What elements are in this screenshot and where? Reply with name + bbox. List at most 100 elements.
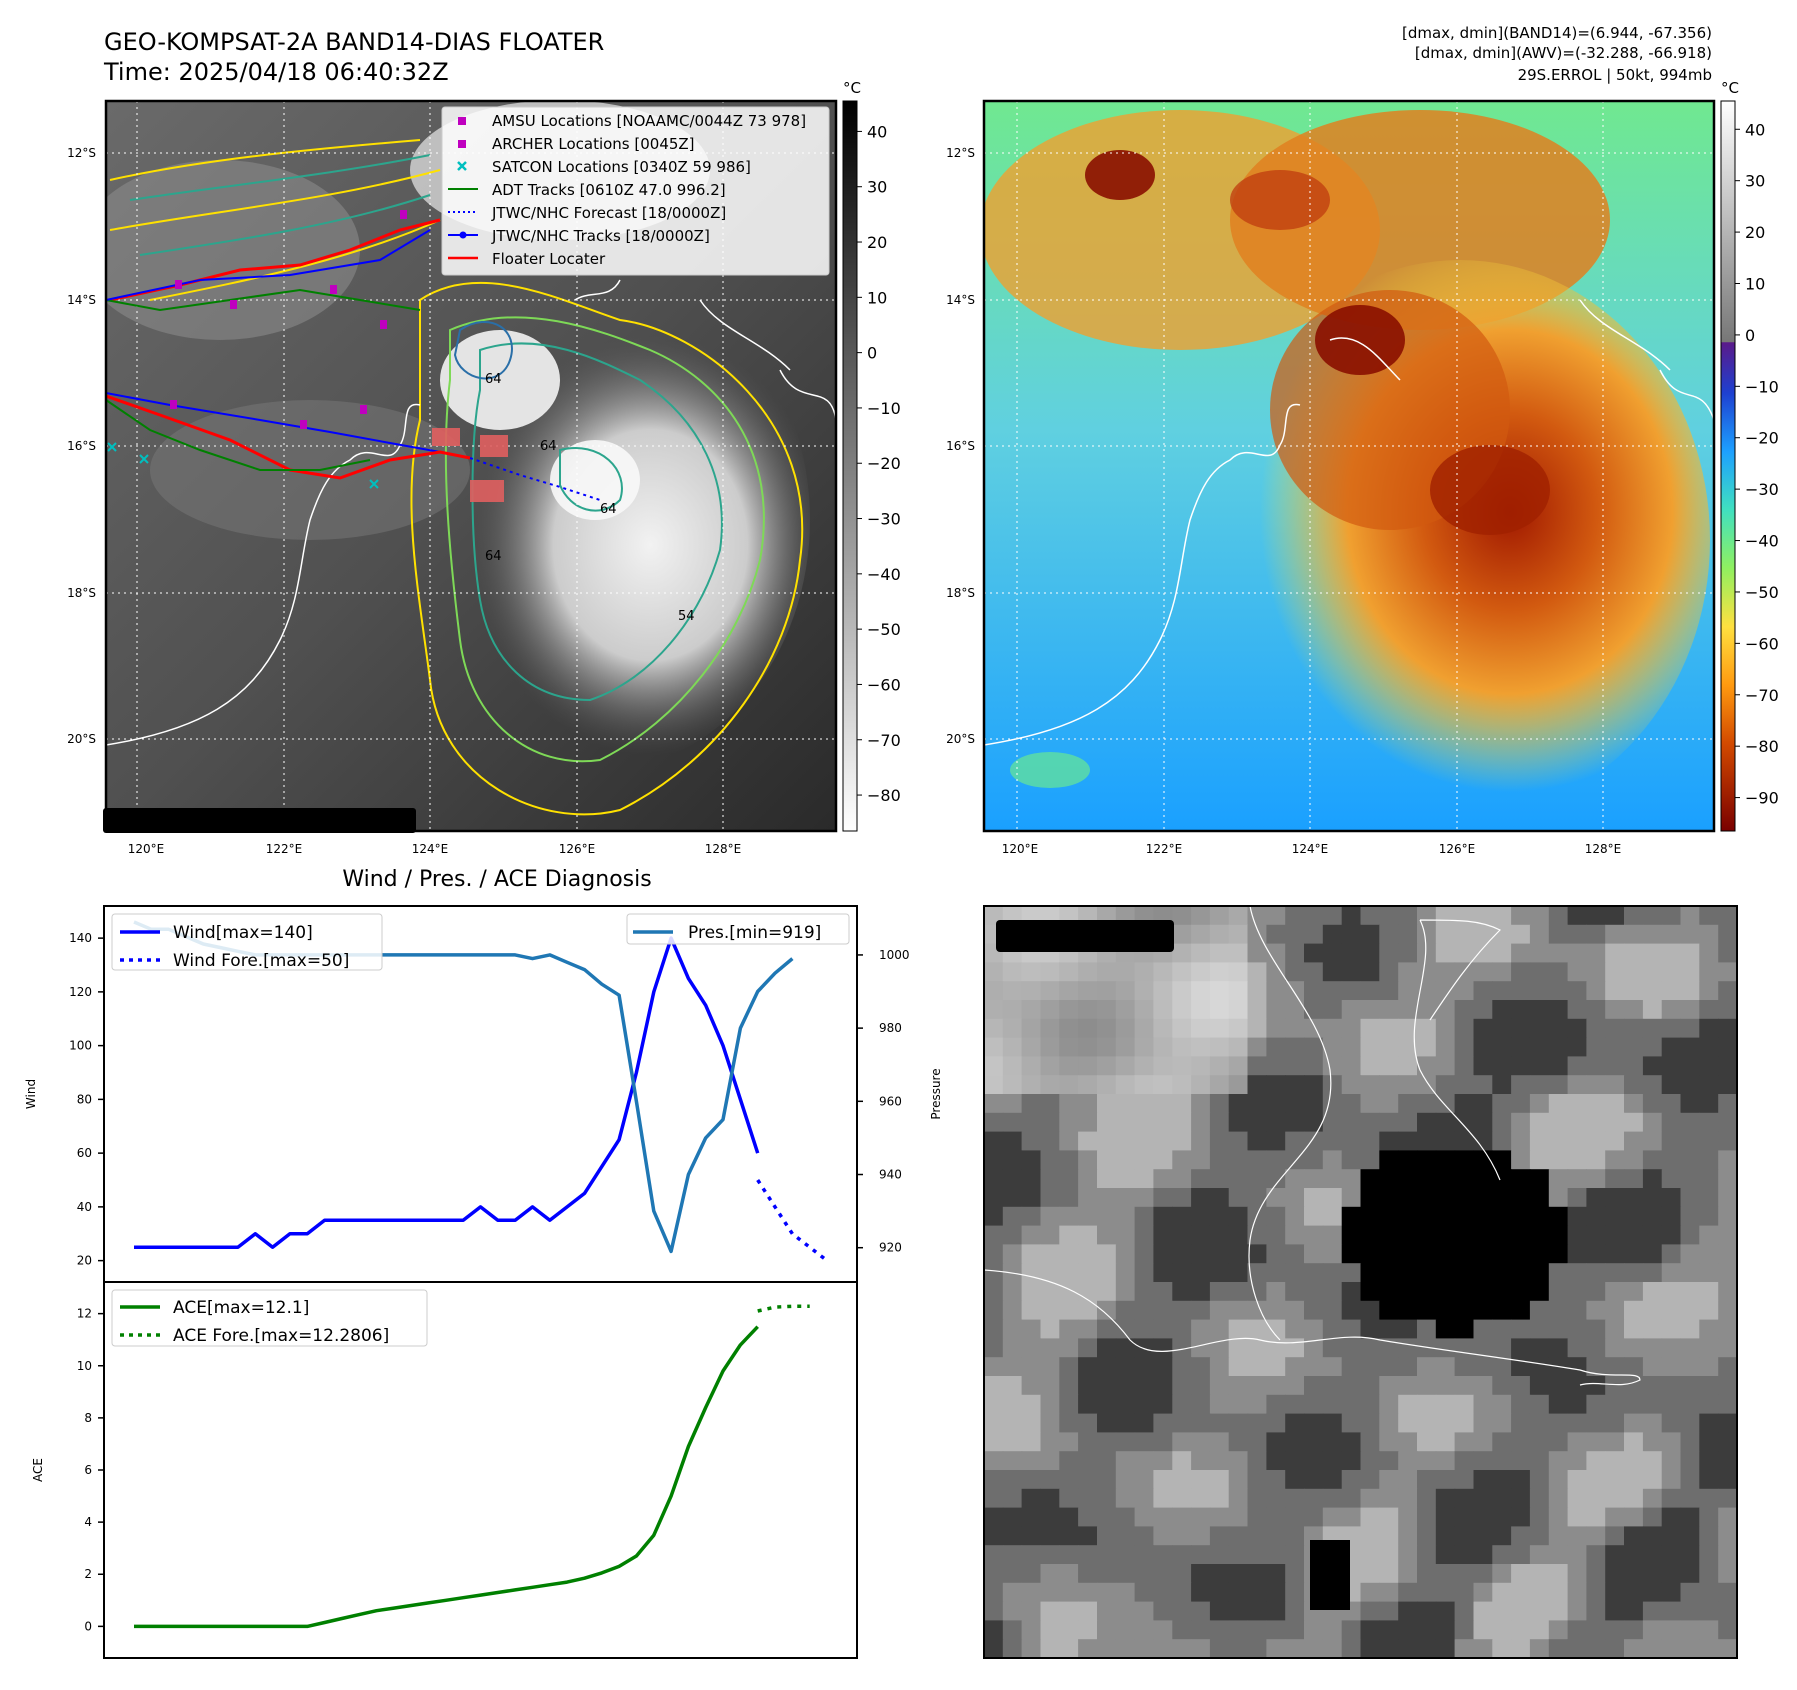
wmg-cell bbox=[1435, 1432, 1456, 1452]
wmg-cell bbox=[984, 1056, 1004, 1076]
wmg-cell bbox=[1247, 1056, 1267, 1076]
wmg-cell bbox=[1040, 1263, 1060, 1283]
wmg-cell bbox=[1605, 1451, 1625, 1471]
wmg-cell bbox=[1322, 1150, 1343, 1170]
wmg-cell bbox=[1134, 1470, 1154, 1490]
wmg-cell bbox=[1078, 1526, 1098, 1546]
wmg-cell bbox=[1266, 1564, 1286, 1584]
wmg-cell bbox=[1059, 1131, 1079, 1151]
wmg-cell bbox=[1266, 1357, 1286, 1377]
wmg-cell bbox=[1417, 1601, 1437, 1621]
wmg-cell bbox=[1680, 962, 1700, 982]
wmg-cell bbox=[1624, 1300, 1644, 1321]
colorbar-tick-label: −70 bbox=[1745, 686, 1779, 705]
wmg-cell bbox=[1304, 1470, 1324, 1490]
wmg-cell bbox=[1059, 1338, 1079, 1358]
wmg-cell bbox=[1435, 981, 1456, 1001]
wmg-cell bbox=[1511, 1056, 1531, 1076]
wmg-cell bbox=[1548, 1112, 1569, 1133]
wmg-cell bbox=[1247, 1639, 1267, 1659]
wmg-cell bbox=[1699, 1000, 1719, 1020]
wmg-cell bbox=[1548, 1394, 1569, 1415]
wmg-cell bbox=[1209, 924, 1230, 945]
wmg-cell bbox=[1228, 1131, 1249, 1151]
wmg-cell bbox=[1040, 1564, 1060, 1584]
wmg-cell bbox=[1661, 1206, 1682, 1227]
wmg-cell bbox=[1417, 1338, 1437, 1358]
wmg-cell bbox=[1718, 1564, 1738, 1584]
wmg-cell bbox=[1661, 1188, 1682, 1208]
wmg-cell bbox=[1341, 1000, 1362, 1020]
wmg-cell bbox=[1605, 1376, 1625, 1396]
wmg-cell bbox=[1718, 1319, 1738, 1339]
wmg-cell bbox=[1172, 1263, 1192, 1283]
wmg-cell bbox=[1360, 1206, 1380, 1227]
wmg-cell bbox=[1605, 943, 1625, 963]
wmg-cell bbox=[1661, 1169, 1682, 1189]
wmg-cell bbox=[1624, 1357, 1644, 1377]
y-tick-label: 60 bbox=[77, 1146, 92, 1160]
wmg-cell bbox=[1209, 1225, 1230, 1245]
wmg-cell bbox=[1191, 1000, 1211, 1020]
wmg-cell bbox=[1398, 1300, 1418, 1321]
wmg-cell bbox=[1567, 1075, 1587, 1095]
y-tick-label: 20 bbox=[77, 1254, 92, 1268]
wmg-cell bbox=[1529, 1545, 1550, 1565]
wmg-cell bbox=[1642, 981, 1663, 1001]
wmg-cell bbox=[1002, 1206, 1023, 1227]
wmg-cell bbox=[1341, 1357, 1362, 1377]
wmg-cell bbox=[1285, 1094, 1305, 1114]
wmg-cell bbox=[1097, 1376, 1117, 1396]
wmg-cell bbox=[1379, 1075, 1399, 1095]
wmg-cell bbox=[1492, 1432, 1512, 1452]
wmg-cell bbox=[1266, 906, 1286, 926]
wmg-cell bbox=[1529, 1507, 1550, 1527]
y-right-tick-label: 940 bbox=[879, 1168, 902, 1182]
wmg-cell bbox=[1492, 1131, 1512, 1151]
wmg-cell bbox=[1002, 1282, 1023, 1302]
wmg-cell bbox=[1021, 1432, 1041, 1452]
wmg-cell bbox=[1699, 1225, 1719, 1245]
wmg-cell bbox=[1511, 924, 1531, 945]
wmg-cell bbox=[1153, 1206, 1173, 1227]
wmg-cell bbox=[1078, 1582, 1098, 1603]
wmg-count: WMG Count: 0 bbox=[1003, 927, 1156, 949]
wmg-cell bbox=[1398, 1000, 1418, 1020]
wmg-cell bbox=[1285, 1601, 1305, 1621]
wmg-cell bbox=[1473, 1376, 1493, 1396]
wmg-cell bbox=[1435, 1094, 1456, 1114]
wmg-cell bbox=[1360, 1338, 1380, 1358]
wmg-cell bbox=[1153, 1432, 1173, 1452]
wmg-cell bbox=[1699, 1018, 1719, 1039]
wmg-cell bbox=[1680, 1601, 1700, 1621]
wmg-cell bbox=[1624, 1545, 1644, 1565]
wmg-cell bbox=[1473, 1545, 1493, 1565]
wmg-cell bbox=[1718, 1432, 1738, 1452]
wmg-cell bbox=[1002, 1056, 1023, 1076]
wmg-cell bbox=[1304, 1018, 1324, 1039]
wmg-cell bbox=[1021, 1169, 1041, 1189]
wmg-cell bbox=[1172, 1206, 1192, 1227]
wmg-cell bbox=[1718, 1169, 1738, 1189]
wmg-cell bbox=[1718, 1451, 1738, 1471]
wmg-cell bbox=[1511, 1470, 1531, 1490]
wmg-cell bbox=[1529, 1394, 1550, 1415]
wmg-cell bbox=[1492, 1150, 1512, 1170]
wmg-cell bbox=[1586, 1188, 1606, 1208]
wmg-cell bbox=[1134, 1282, 1154, 1302]
wmg-cell bbox=[1059, 962, 1079, 982]
wmg-cell bbox=[1360, 1000, 1380, 1020]
wmg-cell bbox=[1699, 1413, 1719, 1433]
wmg-cell bbox=[984, 1451, 1004, 1471]
wmg-cell bbox=[1586, 1300, 1606, 1321]
wmg-cell bbox=[1661, 1282, 1682, 1302]
wmg-cell bbox=[1548, 1451, 1569, 1471]
wmg-cell bbox=[1002, 1338, 1023, 1358]
wmg-cell bbox=[1040, 1244, 1060, 1264]
legend-label: Wind Fore.[max=50] bbox=[173, 951, 349, 971]
wmg-cell bbox=[1228, 1244, 1249, 1264]
colorbar-tick-label: 40 bbox=[1745, 120, 1765, 139]
wmg-cell bbox=[1435, 1319, 1456, 1339]
wmg-cell bbox=[1002, 1620, 1023, 1640]
wmg-cell bbox=[1680, 943, 1700, 963]
